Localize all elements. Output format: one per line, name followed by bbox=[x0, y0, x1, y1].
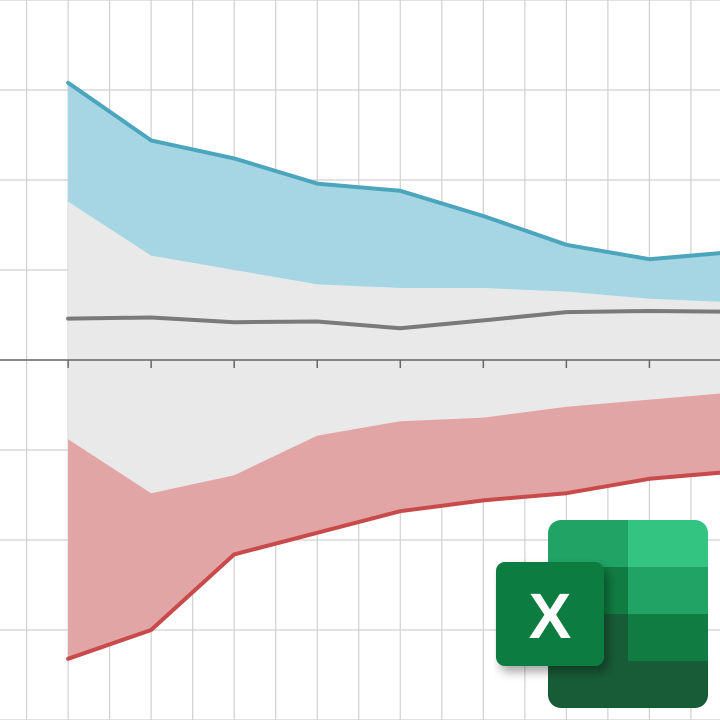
upper-band bbox=[68, 82, 720, 302]
badge bbox=[496, 562, 604, 666]
bands bbox=[68, 82, 720, 659]
sheet-tile-bottom bbox=[548, 661, 708, 708]
series-lines bbox=[66, 80, 720, 661]
lower-band bbox=[68, 393, 720, 659]
sheet-tile-top-right bbox=[628, 520, 708, 567]
inner-band bbox=[68, 201, 720, 494]
logo-letter: X bbox=[529, 580, 572, 652]
series-line-center bbox=[66, 309, 720, 331]
series-line-lower bbox=[66, 470, 720, 661]
sheet-tile-row2-right bbox=[628, 567, 708, 614]
excel-logo: X bbox=[496, 520, 708, 708]
sheet-tile-top-left bbox=[548, 520, 628, 567]
series-line-upper bbox=[66, 80, 720, 262]
x-axis bbox=[0, 359, 720, 368]
sheet-tile-row3-right bbox=[628, 614, 708, 661]
